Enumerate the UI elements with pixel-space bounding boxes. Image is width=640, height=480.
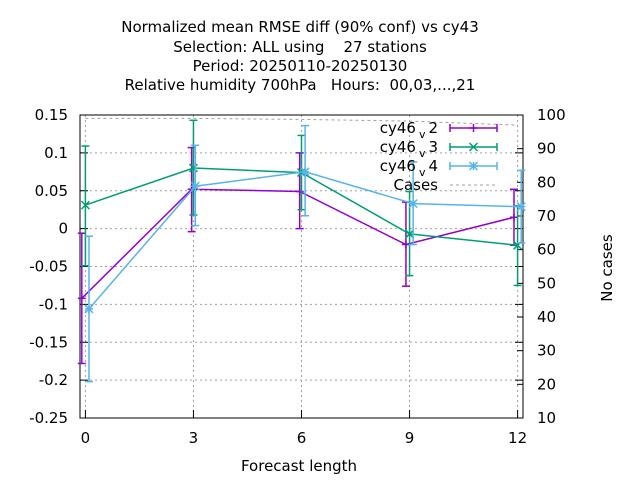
series-line: [85, 117, 518, 126]
y2-tick-label: 90: [537, 140, 556, 158]
plot-area: [77, 117, 526, 383]
series-1: [77, 146, 518, 365]
y-tick-label: 0: [58, 220, 68, 238]
y-tick-label: 0.05: [35, 182, 68, 200]
series-2: [80, 119, 523, 287]
y2-tick-label: 80: [537, 173, 556, 191]
y-tick-label: -0.25: [29, 409, 68, 427]
chart-title: Normalized mean RMSE diff (90% conf) vs …: [121, 18, 479, 94]
title-line-2: Selection: ALL using 27 stations: [173, 38, 427, 56]
legend-entry-2: cy46 v 3: [380, 138, 498, 160]
legend-label: cy46 v 4: [380, 157, 438, 179]
y-tick-label: 0.15: [35, 106, 68, 124]
series-line: [81, 188, 515, 299]
point-marker: [516, 202, 526, 212]
legend-entry-3: cy46 v 4: [380, 157, 498, 179]
y2-tick-label: 10: [537, 409, 556, 427]
legend-label: cy46 v 3: [380, 138, 438, 160]
x-axis-label: Forecast length: [241, 457, 357, 475]
y-tick-label: -0.2: [39, 371, 68, 389]
title-line-3: Period: 20250110-20250130: [193, 57, 408, 75]
y-tick-label: -0.1: [39, 295, 68, 313]
x-tick-label: 6: [297, 429, 307, 447]
y2-tick-label: 40: [537, 308, 556, 326]
legend-label: Cases: [393, 176, 438, 194]
point-marker: [468, 161, 479, 171]
x-tick-label: 0: [81, 429, 91, 447]
series-4: [85, 117, 518, 126]
x-tick-label: 12: [508, 429, 527, 447]
y2-tick-label: 60: [537, 241, 556, 259]
legend-entry-1: cy46 v 2: [380, 119, 498, 141]
y2-axis-label: No cases: [598, 234, 616, 302]
legend-entry-4: Cases: [393, 176, 497, 194]
tick-labels: -0.25 -0.2 -0.15 -0.1 -0.05 0 0.05 0.1 0.15 0 3 6 9 1…: [29, 106, 565, 447]
series-3: [84, 124, 526, 383]
y2-tick-label: 30: [537, 342, 556, 360]
x-tick-label: 9: [405, 429, 415, 447]
y-tick-label: -0.15: [29, 333, 68, 351]
point-marker: [300, 167, 310, 177]
point-marker: [408, 199, 418, 209]
title-line-1: Normalized mean RMSE diff (90% conf) vs …: [121, 18, 479, 36]
point-marker: [84, 304, 94, 314]
point-marker: [80, 200, 90, 210]
point-marker: [188, 163, 198, 173]
y2-tick-label: 20: [537, 375, 556, 393]
y2-tick-label: 50: [537, 274, 556, 292]
point-marker: [190, 181, 200, 191]
title-line-4: Relative humidity 700hPa Hours: 00,03,..…: [125, 76, 476, 94]
y-tick-label: 0.1: [44, 144, 68, 162]
y-tick-label: -0.05: [29, 258, 68, 276]
legend-label: cy46 v 2: [380, 119, 438, 141]
point-marker: [405, 229, 415, 239]
y2-tick-label: 100: [537, 106, 566, 124]
point-marker: [468, 142, 479, 152]
x-tick-label: 3: [189, 429, 199, 447]
y2-tick-label: 70: [537, 207, 556, 225]
